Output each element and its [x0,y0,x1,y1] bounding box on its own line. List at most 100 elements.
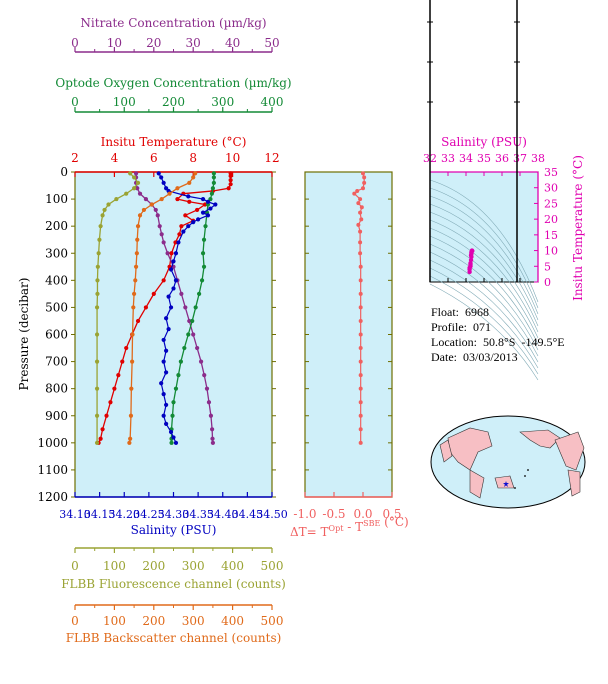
oxygen-data-point [199,278,205,283]
delta-t-data-point [358,210,363,215]
backscatter-tick-label: 0 [71,614,79,628]
world-map-ocean [430,415,586,509]
oxygen-tick-label: 300 [211,95,234,109]
fluorescence-data-point [94,359,100,364]
nitrate-data-point [187,318,192,324]
density-contour [429,275,539,375]
pressure-tick-label: 1000 [37,436,68,450]
density-contour [429,259,539,363]
fluorescence-data-point [102,207,107,213]
backscatter-data-point [133,264,139,269]
profile-number: Profile: 071 [431,320,491,334]
delta-t-data-point [358,440,363,445]
salinity-data-point [161,413,166,418]
oxygen-data-point [203,224,208,229]
salinity-data-point [156,171,161,176]
ts-y-axis-label: Insitu Temperature (°C) [571,155,585,301]
nitrate-tick-label: 20 [146,36,161,50]
temperature-data-point [183,213,188,218]
backscatter-data-point [167,191,172,196]
fluorescence-data-point [94,332,100,337]
ts-plot-area [429,171,539,283]
density-contour [429,219,539,333]
backscatter-axis-label: FLBB Backscatter channel (counts) [66,631,282,645]
pressure-tick-label: 1200 [37,490,68,504]
ts-y-tick-label: 20 [544,213,558,226]
nitrate-data-point [137,191,143,196]
backscatter-profile-line [128,173,196,443]
salinity-data-point [164,316,169,321]
backscatter-data-point [129,386,134,391]
pressure-tick-label: 1100 [37,463,68,477]
nitrate-data-point [143,196,149,202]
delta-t-data-point [355,188,360,193]
oxygen-data-point [211,180,216,185]
delta-t-tick-label: 0.0 [353,507,372,521]
delta-t-data-point [358,264,363,269]
temperature-data-point [228,182,233,187]
delta-t-data-point [356,201,361,206]
salinity-data-point [196,217,201,222]
salinity-data-point [200,210,206,215]
fluorescence-data-point [94,386,100,391]
salinity-tick-label: 34.10 [59,508,91,521]
temperature-data-point [161,278,166,283]
salinity-data-point [205,213,211,218]
world-map-landmass [469,469,485,499]
nitrate-data-point [191,332,196,337]
nitrate-data-point [135,186,140,191]
fluorescence-data-point [135,180,141,185]
nitrate-data-point [155,213,160,218]
density-contour [429,227,539,339]
temperature-tick-label: 8 [189,151,197,165]
temperature-data-point [228,178,233,183]
pressure-tick-label: 200 [45,219,68,233]
temperature-tick-label: 10 [225,151,240,165]
ts-x-tick-label: 38 [531,152,545,165]
oxygen-axis-label: Optode Oxygen Concentration (µm/kg) [55,76,291,90]
delta-t-data-point [358,346,363,351]
temperature-data-point [175,196,180,202]
world-map-landmass [554,431,585,471]
temperature-data-point [104,413,109,418]
temperature-data-point [187,199,192,204]
fluorescence-data-point [128,171,133,176]
delta-t-data-point [358,427,363,432]
oxygen-data-point [170,413,175,418]
temperature-data-point [100,427,105,432]
delta-t-data-point [358,251,363,256]
temperature-tick-label: 2 [71,151,79,165]
map-dot [514,487,516,489]
temperature-data-point [124,345,129,351]
nitrate-data-point [153,207,158,213]
salinity-tick-label: 34.15 [84,508,116,521]
backscatter-data-point [187,180,192,185]
world-map-landmass [494,475,515,489]
nitrate-tick-label: 10 [107,36,122,50]
backscatter-data-point [137,213,143,218]
salinity-data-point [164,186,169,191]
delta-t-data-point [362,175,367,180]
backscatter-data-point [127,440,132,445]
temperature-data-point [195,207,200,213]
nitrate-tick-label: 50 [264,36,279,50]
backscatter-data-point [149,202,154,207]
backscatter-data-point [135,237,140,242]
oxygen-data-point [201,264,207,269]
nitrate-data-point [133,171,139,176]
oxygen-data-point [169,440,174,445]
oxygen-data-point [211,171,216,176]
ts-x-tick-label: 34 [459,152,473,165]
ts-data-point [470,248,475,254]
salinity-data-point [161,337,166,343]
salinity-data-point [186,224,191,229]
fluorescence-tick-label: 0 [71,559,79,573]
nitrate-data-point [210,440,215,445]
nitrate-data-point [159,232,164,237]
delta-t-data-point [358,332,363,337]
fluorescence-data-point [132,186,137,191]
salinity-data-point [168,305,174,310]
salinity-data-point [173,278,179,283]
temperature-profile-line [98,173,232,444]
world-map-landmass [439,439,453,463]
